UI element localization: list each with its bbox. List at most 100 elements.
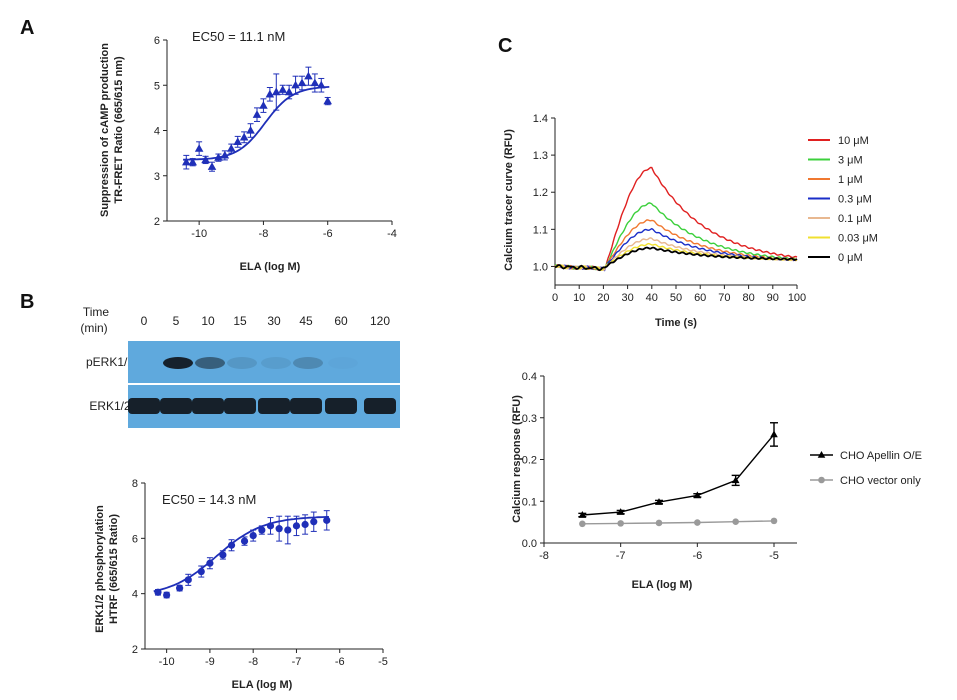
- data-point: [317, 80, 326, 89]
- legend-label: 0.1 μM: [838, 213, 872, 225]
- chart-c1-xlabel: Time (s): [655, 317, 697, 329]
- fit-curve: [153, 516, 329, 593]
- y-tick-label: 1.4: [533, 113, 548, 125]
- y-tick-label: 3: [154, 171, 160, 183]
- data-point: [182, 157, 191, 166]
- blot-timepoint: 15: [233, 314, 247, 328]
- data-point: [616, 508, 625, 515]
- legend-label: 0.03 μM: [838, 233, 878, 245]
- x-tick-label: -6: [335, 656, 345, 668]
- panel-label-c: C: [498, 35, 512, 57]
- data-point: [246, 126, 255, 134]
- data-point: [219, 551, 227, 559]
- perk-band: [328, 357, 358, 369]
- data-point: [188, 157, 197, 166]
- x-tick-label: 50: [670, 292, 682, 304]
- chart-a-ylabel-line1: Suppression of cAMP production: [99, 43, 111, 217]
- data-point: [770, 517, 778, 525]
- data-point: [617, 520, 624, 527]
- data-point: [201, 155, 210, 164]
- data-point: [292, 522, 301, 530]
- panel-label-a: A: [20, 17, 34, 39]
- data-point: [278, 85, 287, 93]
- x-tick-label: -6: [692, 550, 702, 562]
- x-tick-label: 60: [694, 292, 706, 304]
- blot-time-unit: (min): [80, 321, 107, 335]
- data-point: [227, 541, 236, 549]
- y-tick-label: 4: [154, 126, 160, 138]
- panel-label-b: B: [20, 291, 34, 313]
- x-tick-label: -6: [323, 228, 333, 240]
- legend-label: 0.3 μM: [838, 194, 872, 206]
- data-point: [578, 511, 587, 518]
- y-tick-label: 0.0: [522, 538, 537, 550]
- y-tick-label: 1.2: [533, 187, 548, 199]
- data-point: [239, 132, 249, 141]
- chart-c-response: Calcium response (RFU) ELA (log M) -8 -7 -…: [511, 371, 922, 591]
- data-point: [206, 559, 214, 567]
- x-tick-label: -8: [539, 550, 549, 562]
- x-tick-label: 20: [597, 292, 609, 304]
- blot-timepoint: 60: [334, 314, 348, 328]
- legend-label: 10 μM: [838, 135, 869, 147]
- x-tick-label: 100: [788, 292, 806, 304]
- y-tick-label: 6: [132, 533, 138, 545]
- data-point: [297, 78, 307, 87]
- chart-b-ec50-annotation: EC50 = 14.3 nM: [162, 492, 256, 507]
- data-point: [655, 498, 663, 505]
- x-tick-label: 70: [718, 292, 730, 304]
- blot-row-label-perk: pERK1/2: [86, 355, 134, 369]
- data-point: [731, 476, 740, 484]
- data-point: [310, 518, 318, 526]
- perk-band: [195, 357, 225, 369]
- data-point: [323, 96, 332, 105]
- legend-marker: [817, 451, 826, 458]
- data-point: [770, 430, 778, 438]
- data-point: [304, 71, 313, 80]
- erk-band: [192, 398, 224, 414]
- chart-c-tracer: Calcium tracer curve (RFU) Time (s) 0 10 2…: [503, 113, 878, 329]
- tracer-line: [554, 219, 798, 271]
- data-point: [233, 137, 242, 145]
- data-point: [275, 525, 283, 533]
- chart-c1-ylabel: Calcium tracer curve (RFU): [503, 129, 515, 271]
- data-point: [214, 153, 223, 161]
- x-tick-label: 10: [573, 292, 585, 304]
- x-tick-label: -7: [292, 656, 302, 668]
- x-tick-label: -8: [259, 228, 269, 240]
- blot-time-label: Time: [83, 305, 110, 319]
- data-point: [272, 87, 281, 96]
- data-point: [655, 519, 663, 527]
- chart-a-camp: EC50 = 11.1 nM Suppression of cAMP produ…: [99, 29, 397, 273]
- y-tick-label: 1.0: [533, 261, 548, 273]
- y-tick-label: 8: [132, 478, 138, 490]
- tracer-line: [554, 166, 798, 271]
- blot-timepoint: 30: [267, 314, 281, 328]
- blot-timepoint: 120: [370, 314, 390, 328]
- data-point: [184, 576, 192, 584]
- erk-band: [258, 398, 290, 414]
- y-tick-label: 4: [132, 589, 138, 601]
- blot-timepoint: 0: [141, 314, 148, 328]
- legend-label: 0 μM: [838, 252, 863, 264]
- data-point: [693, 491, 702, 499]
- data-point: [207, 162, 217, 170]
- chart-b-xlabel: ELA (log M): [232, 679, 293, 691]
- data-point: [227, 144, 236, 152]
- x-tick-label: 0: [552, 292, 558, 304]
- y-tick-label: 5: [154, 80, 160, 92]
- perk-band: [293, 357, 323, 369]
- y-tick-label: 0.2: [522, 455, 537, 467]
- y-tick-label: 0.3: [522, 413, 537, 425]
- data-point: [579, 520, 586, 528]
- legend-label: 1 μM: [838, 174, 863, 186]
- data-point: [249, 531, 257, 540]
- perk-band: [227, 357, 257, 369]
- y-tick-label: 1.3: [533, 150, 548, 162]
- perk-band: [261, 357, 291, 369]
- response-line: [582, 520, 775, 525]
- chart-b-erk: EC50 = 14.3 nM ERK1/2 phosphorylation HT…: [94, 478, 388, 691]
- blot-row-label-erk: ERK1/2: [89, 399, 131, 413]
- x-tick-label: -10: [159, 656, 175, 668]
- erk-band: [128, 398, 160, 414]
